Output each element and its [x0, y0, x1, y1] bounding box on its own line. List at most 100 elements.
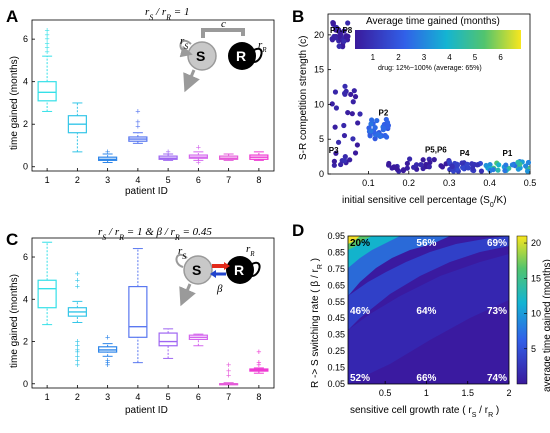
outlier-mark: + [105, 332, 110, 342]
scatter-point [427, 159, 433, 165]
y-tick-label: 0.05 [327, 379, 345, 389]
y-tick-label: 0 [23, 162, 28, 172]
x-tick-label: 0.5 [379, 388, 392, 398]
outlier-mark: + [44, 38, 49, 48]
y-tick-label: 6 [23, 34, 28, 44]
panel-b-ylabel: S-R competition strength (c) [298, 36, 309, 161]
panel-c-axes [31, 237, 275, 389]
y-tick-label: 0.35 [327, 330, 345, 340]
outlier-mark: + [105, 358, 110, 368]
svg-text:rS / rR = 1: rS / rR = 1 [145, 6, 189, 22]
scatter-point [336, 43, 342, 49]
resistant-cell-r: R [236, 48, 246, 64]
panel-d-colorbar: 5 10 15 20 average time gained (months) [516, 235, 550, 392]
outlier-mark: + [44, 47, 49, 57]
scatter-point [383, 134, 390, 140]
box-patient-1 [37, 81, 57, 102]
panel-a-xlabel: patient ID [125, 186, 168, 197]
x-tick-label: 7 [226, 392, 231, 402]
outlier-mark: + [135, 106, 140, 116]
scatter-point [392, 164, 399, 170]
panel-d-xlabel: sensitive cell growth rate ( rS / rR ) [350, 405, 499, 419]
outlier-mark: + [44, 43, 49, 53]
sensitive-cell-s: S [196, 48, 205, 64]
x-tick-label: 1 [424, 388, 429, 398]
scatter-point [352, 94, 359, 100]
heatmap-cell-label: 73% [487, 306, 507, 317]
scatter-point [341, 132, 348, 139]
scatter-point [341, 28, 347, 34]
outlier-mark: + [196, 143, 201, 153]
heatmap-cell-label: 56% [416, 238, 436, 249]
scatter-point [368, 121, 374, 127]
scatter-point [331, 158, 337, 164]
scatter-point [386, 160, 392, 167]
y-tick-label: 0.15 [327, 363, 345, 373]
competition-c-label: c [221, 18, 226, 30]
cluster-label: P2 [379, 109, 389, 118]
colorbar-tick-label: 1 [371, 53, 376, 62]
scatter-point [496, 162, 502, 168]
scatter-point [464, 161, 471, 167]
scatter-point [400, 167, 407, 173]
y-tick-label: 2 [23, 119, 28, 129]
scatter-point [329, 36, 335, 42]
scatter-point [459, 164, 466, 171]
scatter-point [380, 125, 387, 131]
colorbar-tick-label: 4 [447, 53, 452, 62]
scatter-point [331, 162, 337, 168]
outlier-mark: + [75, 282, 80, 292]
heatmap-cell-label: 64% [416, 306, 436, 317]
scatter-point [335, 139, 342, 145]
scatter-point [426, 164, 432, 170]
x-tick-label: 5 [166, 392, 171, 402]
cluster-label: P3 [329, 146, 339, 155]
scatter-point [333, 105, 340, 111]
scatter-point [413, 162, 420, 168]
panel-b-letter: B [292, 7, 304, 26]
panel-d-axes [347, 235, 510, 385]
scatter-point [333, 150, 339, 156]
outlier-mark: + [75, 341, 80, 351]
svg-text:rS: rS [180, 35, 188, 51]
scatter-point [524, 168, 531, 174]
panel-b-xlabel: initial sensitive cell percentage (S0/K) [342, 195, 507, 209]
scatter-point [342, 83, 348, 89]
svg-text:rS / rR = 1 & β / rR = 0.45: rS / rR = 1 & β / rR = 0.45 [98, 226, 212, 242]
scatter-point [348, 91, 354, 98]
panel-d-cell-labels: 20% 56% 69% 46% 64% 73% 52% 66% 74% [350, 238, 507, 384]
panel-b-scatter: P7-P8 P3 P2 P5,P6 P4 P1 [329, 20, 532, 174]
panel-d-heatmap [348, 236, 509, 384]
outlier-mark: + [165, 147, 170, 157]
cluster-label: P1 [503, 149, 513, 158]
outlier-mark: + [44, 26, 49, 36]
x-tick-label: 2 [75, 175, 80, 185]
x-tick-label: 1.5 [461, 388, 474, 398]
outlier-mark: + [135, 117, 140, 127]
scatter-point [478, 168, 485, 174]
scatter-point [345, 20, 351, 26]
outlier-mark: + [75, 351, 80, 361]
outlier-mark: + [226, 370, 231, 380]
y-tick-label: 5 [319, 134, 324, 144]
outlier-mark: + [105, 147, 110, 157]
heatmap-cell-label: 52% [350, 373, 370, 384]
x-tick-label: 3 [105, 175, 110, 185]
heatmap-cell-label: 66% [416, 373, 436, 384]
outlier-mark: + [75, 347, 80, 357]
scatter-point [343, 33, 349, 39]
panel-b-colorbar-gradient [355, 30, 521, 49]
outlier-mark: + [75, 345, 80, 355]
scatter-point [418, 162, 424, 168]
panel-b-colorbar: Average time gained (months) 1 2 3 4 5 6 drug… [355, 16, 521, 72]
outlier-mark: + [226, 360, 231, 370]
scatter-point [351, 88, 357, 94]
panel-a-boxplots: +++++++++++++ [37, 26, 269, 167]
scatter-point [470, 165, 476, 171]
colorbar-tick-label: 3 [422, 53, 427, 62]
colorbar-tick-label: 5 [531, 344, 536, 354]
y-tick-label: 0.55 [327, 297, 345, 307]
x-tick-label: 1 [45, 392, 50, 402]
scatter-point [377, 133, 383, 140]
scatter-point [420, 157, 426, 163]
